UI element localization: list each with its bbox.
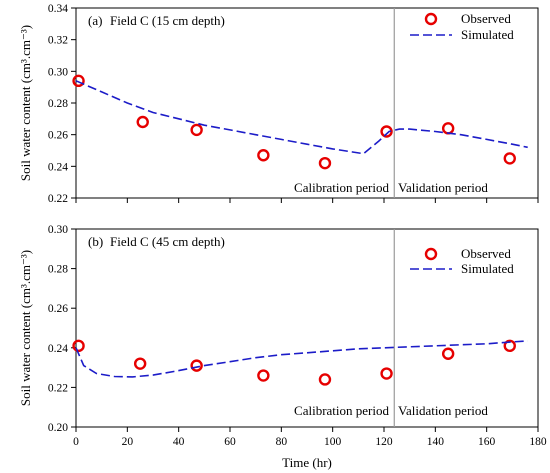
panel-b-legend-observed-marker [424, 247, 438, 261]
panel-b-frame [75, 228, 539, 428]
panel-a-validation-label: Validation period [398, 180, 488, 195]
panel-b-validation-label: Validation period [398, 403, 488, 418]
panel-b-ytick-label: 0.28 [48, 264, 68, 276]
panel-a-ytick-label: 0.22 [48, 193, 68, 205]
panel-a-letter: (a) [88, 13, 102, 28]
panel-a-title: Field C (15 cm depth) [110, 13, 225, 28]
panel-b-observed-point [318, 373, 332, 386]
panel-a-ytick-label: 0.30 [48, 66, 68, 78]
panel-b-xtick-label: 60 [224, 436, 236, 448]
panel-a-ytick-label: 0.26 [48, 130, 68, 142]
panel-a-observed-point [503, 152, 516, 165]
panel-a-observed-point [257, 149, 270, 162]
panel-b-legend-observed-label: Observed [461, 246, 511, 261]
panel-a-ytick-label: 0.32 [48, 35, 68, 47]
panel-b-legend-simulated-label: Simulated [461, 261, 514, 276]
panel-a-observed-point [380, 125, 393, 138]
panel-b-observed-point [441, 347, 455, 360]
panel-b-ytick-label: 0.30 [48, 224, 68, 236]
panel-b-ytick-label: 0.22 [48, 382, 68, 394]
panel-a-legend-observed-marker [424, 12, 438, 26]
panel-b-ytick-label: 0.26 [48, 303, 68, 315]
panel-b-xtick-label: 100 [324, 436, 342, 448]
panel-a-observed-point [72, 74, 85, 88]
panel-b-xtick-label: 120 [375, 436, 393, 448]
panel-b-observed-point [380, 367, 393, 380]
panel-a-observed-point [190, 123, 203, 137]
panel-a-legend-observed-label: Observed [461, 11, 511, 26]
panel-a-observed-point [318, 156, 332, 170]
panel-a-observed-point [136, 115, 149, 129]
panel-b-observed-point [257, 369, 270, 382]
panel-b-xtick-label: 140 [427, 436, 445, 448]
panel-b-xtick-label: 20 [122, 436, 134, 448]
panel-a-calibration-label: Calibration period [294, 180, 389, 195]
panel-b-xtick-label: 0 [73, 436, 79, 448]
panel-a-ylabel: Soil water content (cm³.cm⁻³) [18, 25, 33, 181]
panel-a-ytick-label: 0.24 [48, 161, 68, 173]
panel-b-observed-point [72, 339, 85, 353]
panel-b-letter: (b) [88, 234, 103, 249]
panel-b-xtick-label: 180 [529, 436, 547, 448]
panel-a-ytick-label: 0.34 [48, 3, 68, 15]
panel-a-simulated-line [75, 80, 528, 155]
panel-b-observed-point [503, 339, 516, 353]
panel-b-title: Field C (45 cm depth) [110, 234, 225, 249]
panel-a-observed-point [441, 122, 455, 135]
panel-a-ytick-label: 0.28 [48, 98, 68, 110]
panel-b-observed-point [190, 359, 203, 372]
panel-b-xtick-label: 160 [478, 436, 496, 448]
panel-b: (b) Field C (45 cm depth) Soil water con… [18, 224, 547, 470]
panel-b-simulated-line [75, 340, 528, 378]
panel-b-ytick-label: 0.24 [48, 343, 68, 355]
panel-b-xtick-label: 80 [276, 436, 288, 448]
panel-a: (a) Field C (15 cm depth) Soil water con… [18, 3, 539, 205]
panel-b-ytick-label: 0.20 [48, 422, 68, 434]
panel-a-legend-simulated-label: Simulated [461, 27, 514, 42]
panel-b-observed-point [133, 357, 147, 370]
panel-b-xtick-label: 40 [173, 436, 185, 448]
panel-b-ylabel: Soil water content (cm³.cm⁻³) [18, 250, 33, 406]
panel-b-xlabel: Time (hr) [282, 455, 332, 470]
panel-b-legend: Observed Simulated [410, 246, 514, 276]
panel-b-calibration-label: Calibration period [294, 403, 389, 418]
panel-a-legend: Observed Simulated [410, 11, 514, 42]
